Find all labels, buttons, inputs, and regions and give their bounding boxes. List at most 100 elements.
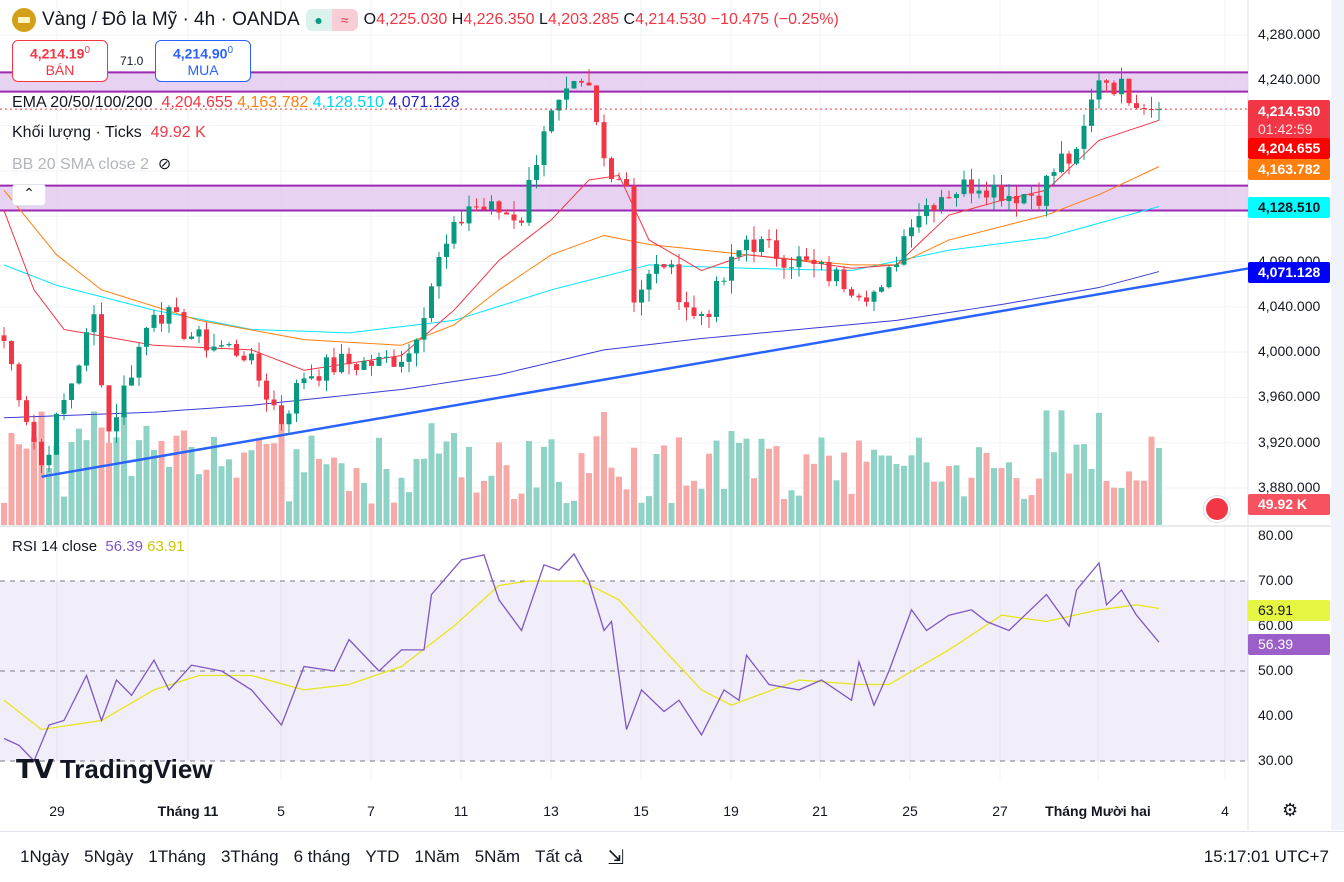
gold-logo-icon [12,8,36,32]
volume-legend[interactable]: Khối lượng · Ticks 49.92 K [12,124,206,142]
range-button[interactable]: Tất cả [535,847,583,866]
sell-button[interactable]: 4,214.190 BÁN [12,40,108,82]
candle-body [1014,195,1019,204]
candle-body [969,179,974,194]
range-button[interactable]: 5Ngày [84,847,134,866]
candle-body [781,258,787,268]
volume-bar [1081,444,1087,525]
volume-bar [1088,468,1095,525]
volume-bar [503,465,510,525]
rsi-legend[interactable]: RSI 14 close 56.39 63.91 [12,538,185,555]
chart-settings-icon[interactable]: ⚙ [1282,800,1299,820]
volume-bar [98,427,105,525]
date-axis-label: Tháng Mười hai [1045,803,1151,819]
range-button[interactable]: 6 tháng [293,847,351,866]
brand-name: TradingView [59,754,213,784]
market-status[interactable]: ● ≈ [305,9,358,31]
candle-body [189,336,194,339]
volume-bar [841,452,847,525]
volume-bar [728,431,735,525]
date-axis-label: 19 [723,803,739,819]
buy-label: MUA [187,61,219,78]
candle-body [744,239,749,251]
candle-body [721,280,727,282]
us-flag-icon[interactable] [1204,496,1230,522]
ema100-line [3,206,1160,334]
range-button[interactable]: 1Ngày [20,847,70,866]
candle-body [121,385,127,418]
buy-button[interactable]: 4,214.900 MUA [155,40,251,82]
candle-body [271,399,277,406]
volume-bar [8,432,15,525]
rsi-ma-tag: 63.91 [1248,600,1330,621]
candle-body [729,256,734,281]
range-button[interactable]: 1Năm [414,847,460,866]
chart-canvas[interactable] [0,0,1344,830]
volume-bar [721,488,727,525]
volume-bar [331,457,337,525]
candle-body [946,197,952,199]
volume-bar [301,472,307,525]
candle-body [196,329,202,337]
rsi-tag: 56.39 [1248,634,1330,655]
hidden-eye-icon[interactable]: ⊘ [157,156,172,173]
volume-bar [706,453,712,525]
range-button[interactable]: 5Năm [474,847,521,866]
ema-legend[interactable]: EMA 20/50/100/200 4,204.655 4,163.782 4,… [12,94,460,112]
volume-bar [998,468,1005,525]
volume-bar [893,464,900,525]
range-button[interactable]: 3Tháng [220,847,279,866]
volume-bar [391,502,397,525]
collapse-legend-button[interactable]: ⌃ [12,184,46,206]
candle-body [864,297,869,302]
volume-bar [338,463,345,525]
ema200-line [3,271,1160,419]
candle-body [901,236,907,265]
symbol-title[interactable]: Vàng / Đô la Mỹ · 4h · OANDA [42,9,300,30]
candle-body [181,312,187,339]
range-button[interactable]: 1Tháng [148,847,206,866]
candle-body [909,227,914,237]
price-axis-label: 3,920.000 [1258,433,1321,450]
candle-body [444,243,449,257]
candle-body [669,264,674,268]
volume-bar [323,464,330,525]
candle-body [346,353,352,365]
price-axis-label: 4,040.000 [1258,297,1321,314]
volume-bar [961,496,967,525]
ema50-value: 4,163.782 [237,94,309,111]
volume-bar [1133,480,1140,525]
clock[interactable]: 15:17:01 UTC+7 [1203,847,1329,866]
volume-bar [308,435,315,525]
volume-bar [443,441,450,525]
volume-bar [758,438,765,525]
range-button[interactable]: YTD [365,847,400,866]
candle-body [1066,153,1072,164]
volume-bar [1036,478,1042,525]
candle-body [1036,195,1042,206]
candle-body [511,214,517,221]
date-range-icon[interactable]: ⇲ [607,846,625,869]
volume-bar [383,468,390,525]
price-zone [0,72,1248,92]
tradingview-logo[interactable]: 𝗧𝗩 TradingView [16,754,213,785]
candle-body [766,239,772,241]
candle-body [616,178,622,180]
bb-legend[interactable]: BB 20 SMA close 2 ⊘ [12,154,171,174]
candle-body [204,329,209,351]
volume-bar [181,430,187,525]
candle-body [1006,195,1012,202]
date-axis-label: 13 [543,803,559,819]
candle-body [414,339,419,354]
rsi-axis-label: 80.00 [1258,527,1294,543]
candle-body [579,80,584,83]
symbol-header: Vàng / Đô la Mỹ · 4h · OANDA ● ≈ O4,225.0… [12,8,839,32]
sell-price: 4,214.19 [29,45,85,62]
high-value: 4,226.350 [463,11,535,28]
candle-body [624,179,629,186]
tv-mark-icon: 𝗧𝗩 [16,754,54,784]
volume-bar [226,459,232,525]
candle-body [309,376,314,379]
candle-body [819,261,824,264]
candle-body [219,345,224,347]
